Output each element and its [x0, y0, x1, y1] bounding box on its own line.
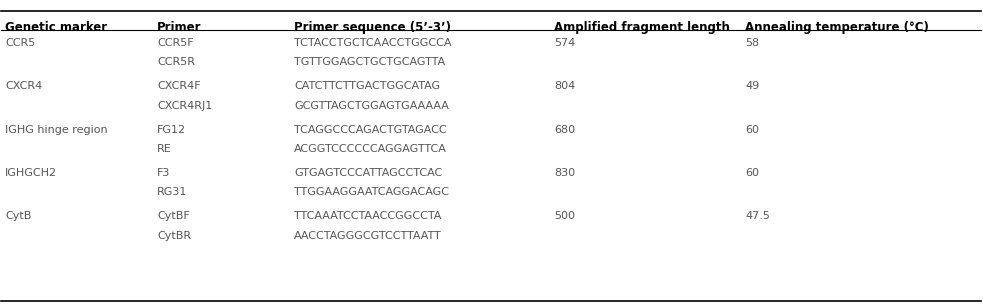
Text: ACGGTCCCCCCAGGAGTTCA: ACGGTCCCCCCAGGAGTTCA: [294, 144, 447, 154]
Text: FG12: FG12: [157, 125, 187, 135]
Text: CCR5R: CCR5R: [157, 57, 196, 67]
Text: RE: RE: [157, 144, 172, 154]
Text: 574: 574: [554, 38, 575, 48]
Text: CytB: CytB: [5, 211, 31, 221]
Text: RG31: RG31: [157, 187, 188, 197]
Text: 500: 500: [554, 211, 575, 221]
Text: TTCAAATCCTAACCGGCCTA: TTCAAATCCTAACCGGCCTA: [294, 211, 441, 221]
Text: CXCR4: CXCR4: [5, 81, 42, 91]
Text: 830: 830: [554, 168, 575, 178]
Text: 58: 58: [745, 38, 759, 48]
Text: TCTACCTGCTCAACCTGGCCA: TCTACCTGCTCAACCTGGCCA: [294, 38, 452, 48]
Text: IGHGCH2: IGHGCH2: [5, 168, 57, 178]
Text: CCR5: CCR5: [5, 38, 35, 48]
Text: 60: 60: [745, 125, 759, 135]
Text: 49: 49: [745, 81, 760, 91]
Text: TTGGAAGGAATCAGGACAGC: TTGGAAGGAATCAGGACAGC: [294, 187, 449, 197]
Text: 680: 680: [554, 125, 575, 135]
Text: CytBF: CytBF: [157, 211, 190, 221]
Text: 47.5: 47.5: [745, 211, 770, 221]
Text: TGTTGGAGCTGCTGCAGTTA: TGTTGGAGCTGCTGCAGTTA: [294, 57, 445, 67]
Text: TCAGGCCCAGACTGTAGACC: TCAGGCCCAGACTGTAGACC: [294, 125, 447, 135]
Text: AACCTAGGGCGTCCTTAATT: AACCTAGGGCGTCCTTAATT: [294, 231, 442, 241]
Text: 60: 60: [745, 168, 759, 178]
Text: Annealing temperature (°C): Annealing temperature (°C): [745, 21, 929, 34]
Text: CXCR4RJ1: CXCR4RJ1: [157, 101, 212, 111]
Text: CXCR4F: CXCR4F: [157, 81, 201, 91]
Text: Primer: Primer: [157, 21, 202, 34]
Text: F3: F3: [157, 168, 171, 178]
Text: GCGTTAGCTGGAGTGAAAAA: GCGTTAGCTGGAGTGAAAAA: [294, 101, 449, 111]
Text: CytBR: CytBR: [157, 231, 192, 241]
Text: 804: 804: [554, 81, 575, 91]
Text: GTGAGTCCCATTAGCCTCAC: GTGAGTCCCATTAGCCTCAC: [294, 168, 442, 178]
Text: Genetic marker: Genetic marker: [5, 21, 107, 34]
Text: IGHG hinge region: IGHG hinge region: [5, 125, 108, 135]
Text: CATCTTCTTGACTGGCATAG: CATCTTCTTGACTGGCATAG: [294, 81, 440, 91]
Text: Amplified fragment length: Amplified fragment length: [554, 21, 730, 34]
Text: Primer sequence (5’-3’): Primer sequence (5’-3’): [294, 21, 451, 34]
Text: CCR5F: CCR5F: [157, 38, 194, 48]
